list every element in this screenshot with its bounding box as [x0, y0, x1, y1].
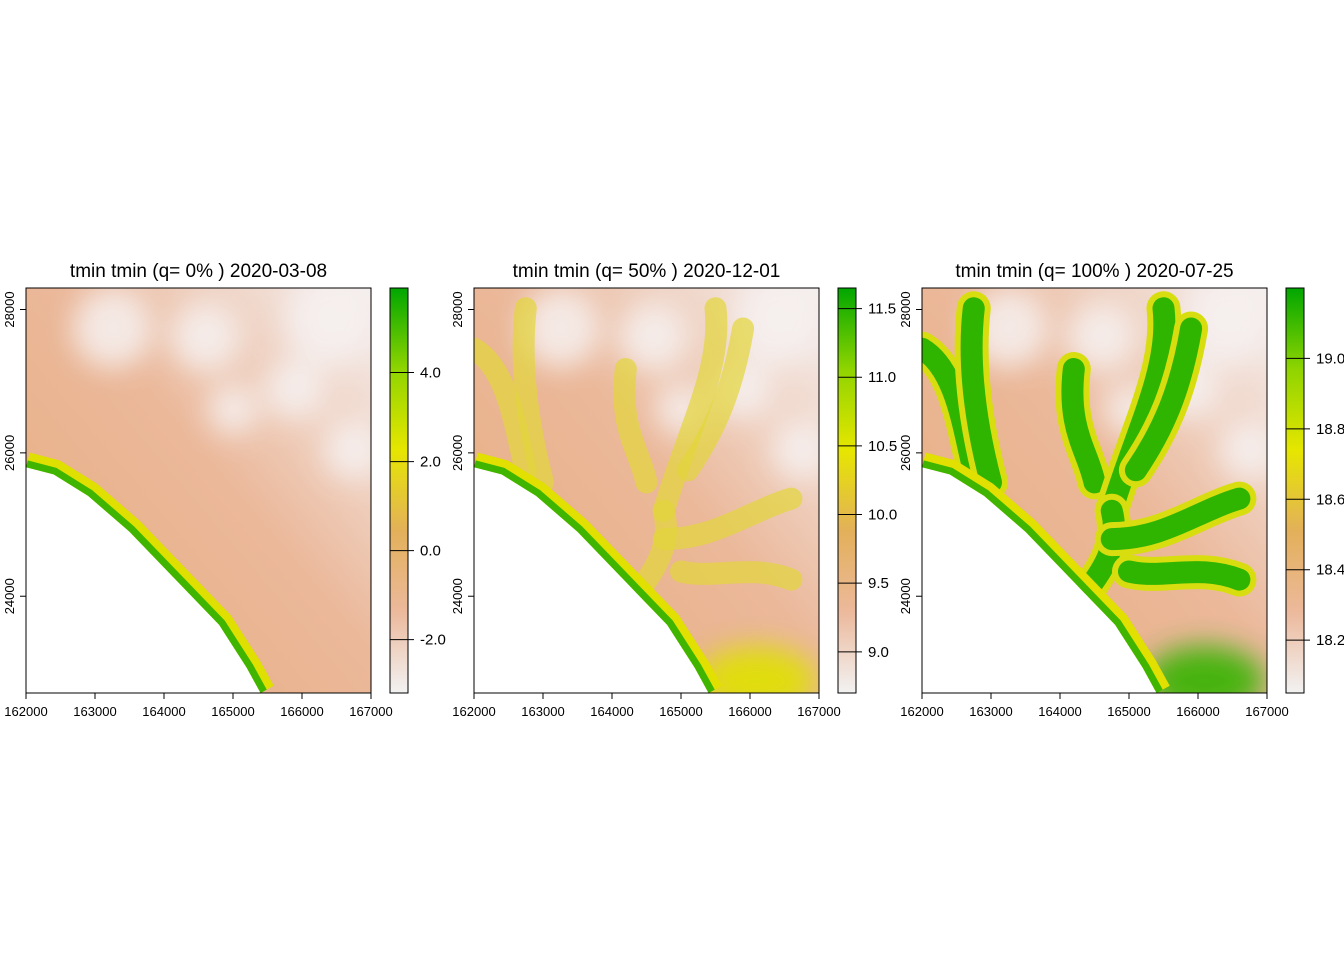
- legend-tick-label: 0.0: [420, 543, 441, 560]
- legend-tick-label: 2.0: [420, 454, 441, 471]
- legend-tick-label: -2.0: [420, 632, 446, 649]
- legend-tick-label: 4.0: [420, 365, 441, 382]
- legend-tick-label: 11.5: [868, 301, 896, 318]
- x-tick-label: 165000: [1107, 704, 1150, 719]
- x-tick-label: 164000: [1038, 704, 1081, 719]
- x-tick-label: 163000: [73, 704, 116, 719]
- y-tick-label: 28000: [450, 291, 465, 327]
- y-tick-label: 24000: [898, 578, 913, 614]
- legend-tick-label: 18.2: [1316, 632, 1344, 649]
- x-tick-label: 165000: [659, 704, 702, 719]
- legend-bar: [389, 287, 409, 694]
- y-tick-label: 26000: [898, 435, 913, 471]
- x-tick-label: 165000: [211, 704, 254, 719]
- map-panel-3: tmin tmin (q= 100% ) 2020-07-25 162000 163…: [898, 261, 1344, 719]
- raster-surface: [922, 288, 1267, 693]
- y-tick-label: 24000: [2, 578, 17, 614]
- x-tick-label: 163000: [969, 704, 1012, 719]
- legend-tick-label: 10.0: [868, 507, 897, 524]
- x-tick-label: 163000: [521, 704, 564, 719]
- x-tick-label: 166000: [728, 704, 771, 719]
- legend-tick-label: 18.4: [1316, 562, 1344, 579]
- legend-tick-label: 18.6: [1316, 491, 1344, 508]
- legend-tick-label: 18.8: [1316, 421, 1344, 438]
- plot-frame: [25, 287, 372, 694]
- map-panel-2: tmin tmin (q= 50% ) 2020-12-01 162000 1630…: [450, 261, 897, 719]
- x-tick-label: 164000: [142, 704, 185, 719]
- x-tick-label: 162000: [452, 704, 495, 719]
- legend-tick-label: 10.5: [868, 438, 897, 455]
- x-tick-label: 167000: [1245, 704, 1288, 719]
- raster-surface: [474, 288, 819, 693]
- legend-bar: [837, 287, 857, 694]
- plot-frame: [921, 287, 1268, 694]
- panel-title: tmin tmin (q= 50% ) 2020-12-01: [513, 261, 781, 282]
- x-tick-label: 166000: [280, 704, 323, 719]
- y-tick-label: 26000: [450, 435, 465, 471]
- y-tick-label: 26000: [2, 435, 17, 471]
- x-tick-label: 166000: [1176, 704, 1219, 719]
- panel-title: tmin tmin (q= 100% ) 2020-07-25: [955, 261, 1233, 282]
- x-tick-label: 164000: [590, 704, 633, 719]
- legend-tick-label: 11.0: [868, 369, 896, 386]
- legend-tick-label: 9.5: [868, 575, 889, 592]
- plot-frame: [473, 287, 820, 694]
- x-tick-label: 162000: [900, 704, 943, 719]
- legend-tick-label: 9.0: [868, 644, 889, 661]
- legend-bar: [1285, 287, 1305, 694]
- x-tick-label: 162000: [4, 704, 47, 719]
- y-tick-label: 28000: [2, 291, 17, 327]
- y-tick-label: 28000: [898, 291, 913, 327]
- map-panel-1: tmin tmin (q= 0% ) 2020-03-08 162000 16300…: [2, 261, 446, 719]
- x-tick-label: 167000: [797, 704, 840, 719]
- y-tick-label: 24000: [450, 578, 465, 614]
- x-tick-label: 167000: [349, 704, 392, 719]
- legend-tick-label: 19.0: [1316, 350, 1344, 367]
- raster-surface: [26, 288, 371, 693]
- panel-title: tmin tmin (q= 0% ) 2020-03-08: [70, 261, 327, 282]
